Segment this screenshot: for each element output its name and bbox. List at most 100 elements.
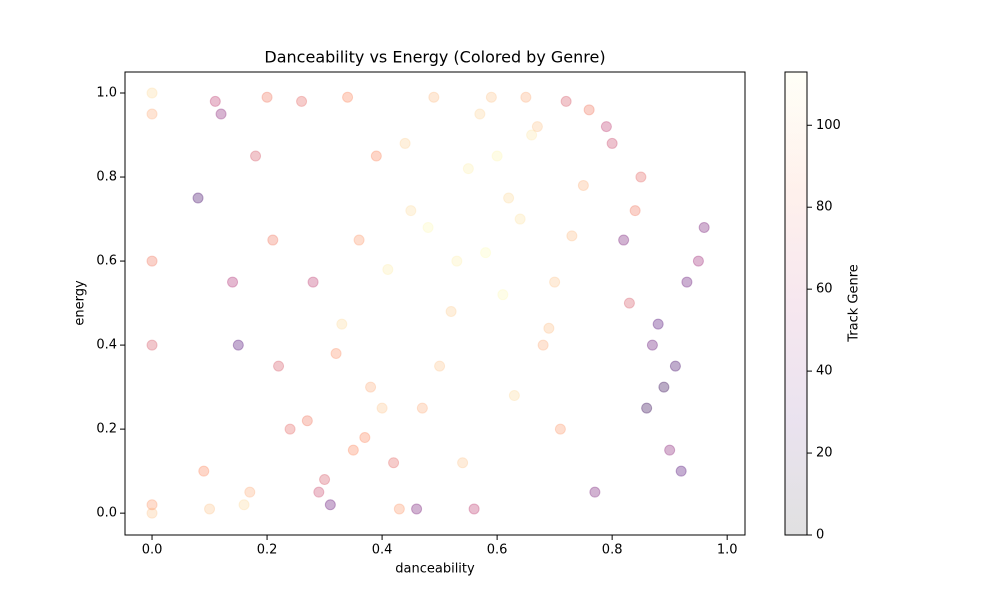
- point: [146, 108, 158, 120]
- point: [411, 503, 423, 515]
- point: [635, 171, 647, 183]
- point: [382, 263, 394, 275]
- point: [468, 503, 480, 515]
- point: [652, 318, 664, 330]
- point: [416, 402, 428, 414]
- point: [232, 339, 244, 351]
- x-tick-label: 0.6: [487, 543, 508, 558]
- point: [296, 95, 308, 107]
- point: [566, 230, 578, 242]
- point: [583, 104, 595, 116]
- point: [623, 297, 635, 309]
- point: [273, 360, 285, 372]
- colorbar-tick-label: 20: [816, 446, 833, 461]
- point: [324, 499, 336, 511]
- point: [376, 402, 388, 414]
- point: [307, 276, 319, 288]
- colorbar: [784, 71, 808, 536]
- point: [146, 339, 158, 351]
- point: [606, 137, 618, 149]
- point: [244, 486, 256, 498]
- point: [480, 247, 492, 259]
- point: [681, 276, 693, 288]
- point: [422, 221, 434, 233]
- point: [543, 322, 555, 334]
- point: [646, 339, 658, 351]
- y-tick-label: 0.4: [96, 338, 117, 353]
- point: [146, 499, 158, 511]
- point: [330, 347, 342, 359]
- point: [434, 360, 446, 372]
- point: [146, 87, 158, 99]
- point: [589, 486, 601, 498]
- colorbar-tick-label: 60: [816, 282, 833, 297]
- point: [554, 423, 566, 435]
- chart-title: Danceability vs Energy (Colored by Genre…: [264, 48, 605, 67]
- point: [491, 150, 503, 162]
- colorbar-label: Track Genre: [847, 264, 862, 343]
- point: [301, 415, 313, 427]
- point: [692, 255, 704, 267]
- point: [531, 121, 543, 133]
- point: [342, 91, 354, 103]
- point: [146, 255, 158, 267]
- y-tick-label: 0.2: [96, 422, 117, 437]
- point: [600, 121, 612, 133]
- point: [503, 192, 515, 204]
- colorbar-tick-label: 40: [816, 364, 833, 379]
- point: [618, 234, 630, 246]
- point: [577, 179, 589, 191]
- point: [514, 213, 526, 225]
- point: [388, 457, 400, 469]
- y-tick-label: 1.0: [96, 86, 117, 101]
- point: [485, 91, 497, 103]
- point: [629, 205, 641, 217]
- y-tick-label: 0.6: [96, 254, 117, 269]
- colorbar-tick-label: 100: [816, 118, 841, 133]
- point: [353, 234, 365, 246]
- point: [146, 507, 158, 519]
- point: [669, 360, 681, 372]
- point: [261, 91, 273, 103]
- point: [336, 318, 348, 330]
- colorbar-tick-label: 80: [816, 200, 833, 215]
- point: [664, 444, 676, 456]
- x-tick-label: 0.2: [257, 543, 278, 558]
- y-tick-label: 0.0: [96, 506, 117, 521]
- y-tick-label: 0.8: [96, 170, 117, 185]
- point: [238, 499, 250, 511]
- point: [313, 486, 325, 498]
- point: [393, 503, 405, 515]
- point: [451, 255, 463, 267]
- point: [370, 150, 382, 162]
- point: [508, 390, 520, 402]
- x-axis-label: danceability: [395, 562, 475, 577]
- point: [457, 457, 469, 469]
- point: [428, 91, 440, 103]
- point: [204, 503, 216, 515]
- point: [560, 95, 572, 107]
- y-axis-label: energy: [73, 280, 88, 326]
- point: [319, 474, 331, 486]
- point: [209, 95, 221, 107]
- x-tick-label: 0.0: [142, 543, 163, 558]
- point: [537, 339, 549, 351]
- point: [405, 205, 417, 217]
- point: [347, 444, 359, 456]
- x-tick-label: 0.8: [602, 543, 623, 558]
- point: [520, 91, 532, 103]
- point: [284, 423, 296, 435]
- point: [445, 305, 457, 317]
- colorbar-tick-label: 0: [816, 528, 824, 543]
- point: [497, 289, 509, 301]
- point: [658, 381, 670, 393]
- point: [462, 163, 474, 175]
- x-tick-label: 0.4: [372, 543, 393, 558]
- point: [227, 276, 239, 288]
- x-tick-label: 1.0: [717, 543, 738, 558]
- point: [198, 465, 210, 477]
- point: [250, 150, 262, 162]
- point: [675, 465, 687, 477]
- point: [698, 221, 710, 233]
